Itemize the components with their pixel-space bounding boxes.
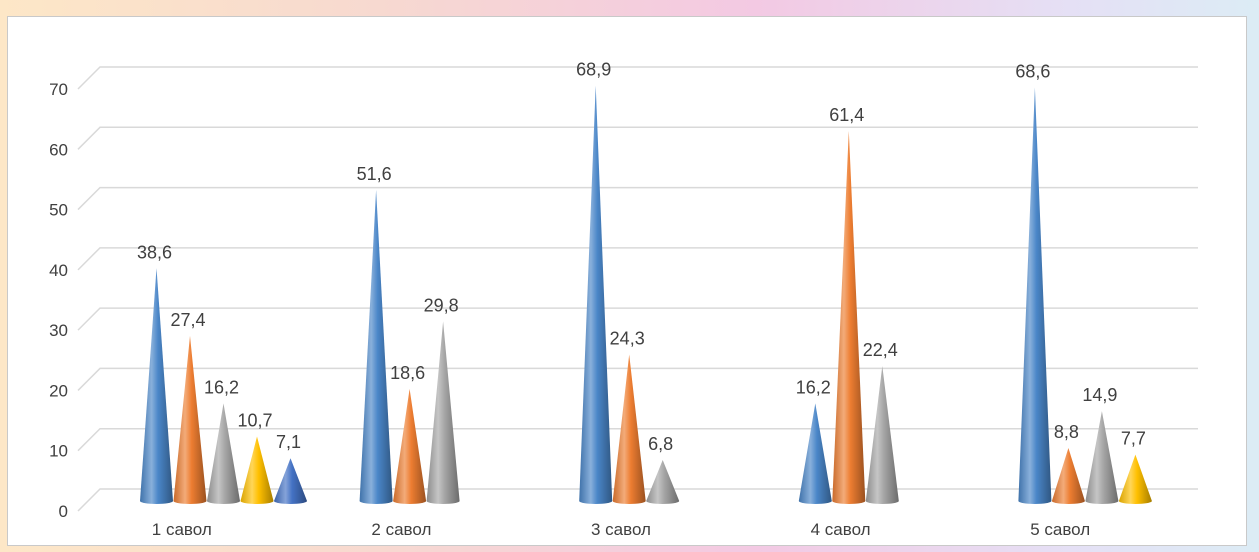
gridlines [77,66,1198,512]
y-tick-label: 30 [49,321,68,340]
data-label: 16,2 [796,377,831,397]
cone-bar [240,436,274,505]
cone-bar [612,354,646,505]
data-label: 7,1 [276,432,301,452]
y-tick-label: 40 [49,261,68,280]
cone-bar [274,458,307,505]
data-label: 14,9 [1082,385,1117,405]
x-tick-label: 3 савол [591,520,651,539]
gridline [77,307,1198,331]
data-label: 51,6 [357,164,392,184]
cone-bar [865,365,899,505]
gridline [77,367,1198,391]
data-label: 16,2 [204,377,239,397]
data-label: 22,4 [863,340,898,360]
cone-bars [140,85,1152,505]
data-label: 18,6 [390,363,425,383]
y-tick-label: 50 [49,201,68,220]
cone-bar [207,403,240,505]
x-tick-label: 5 савол [1030,520,1090,539]
y-tick-label: 20 [49,381,68,400]
cone-bar [1051,447,1085,505]
cone-bar [1018,87,1052,505]
gridline [77,186,1198,211]
gridline [77,488,1198,512]
data-label: 10,7 [237,410,272,430]
y-tick-label: 0 [59,502,68,521]
cone-bar-chart: 0 10 20 30 40 50 60 70 38,6 27,4 16,2 10,77,1 51,6 1… [49,60,1198,539]
cone-bar [1118,454,1152,505]
data-labels: 38,6 27,4 16,2 10,77,1 51,6 18,6 29,8 68,9 24,3 6… [137,60,1146,454]
y-tick-label: 60 [49,140,68,159]
cone-bar [140,268,173,505]
x-tick-label: 4 савол [811,520,871,539]
gridline [77,66,1198,90]
cone-bar [1085,411,1119,505]
data-label: 68,6 [1015,61,1050,81]
y-tick-label: 70 [49,80,68,99]
data-label: 29,8 [424,295,459,315]
cone-bar [393,388,427,505]
x-axis: 1 савол 2 савол 3 савол 4 савол 5 савол [152,520,1090,539]
cone-bar [579,85,613,505]
y-tick-label: 10 [49,442,68,461]
gridline [77,126,1198,150]
data-label: 24,3 [610,329,645,349]
data-label: 8,8 [1054,422,1079,442]
data-label: 61,4 [829,105,864,125]
cone-bar [646,460,680,505]
data-label: 7,7 [1121,429,1146,449]
cone-bar [173,335,207,505]
gridline [77,247,1198,271]
cone-bar [798,403,832,505]
data-label: 27,4 [170,310,205,330]
data-label: 68,9 [576,60,611,80]
x-tick-label: 2 савол [371,520,431,539]
cone-bar [426,321,460,505]
gridline [77,427,1198,452]
cone-bar [359,189,393,505]
data-label: 38,6 [137,242,172,262]
x-tick-label: 1 савол [152,520,212,539]
chart-frame: 0 10 20 30 40 50 60 70 38,6 27,4 16,2 10,7 7,1 51,6 1… [7,16,1247,546]
y-axis: 0 10 20 30 40 50 60 70 [49,80,68,521]
cone-bar [832,130,866,505]
data-label: 6,8 [648,434,673,454]
